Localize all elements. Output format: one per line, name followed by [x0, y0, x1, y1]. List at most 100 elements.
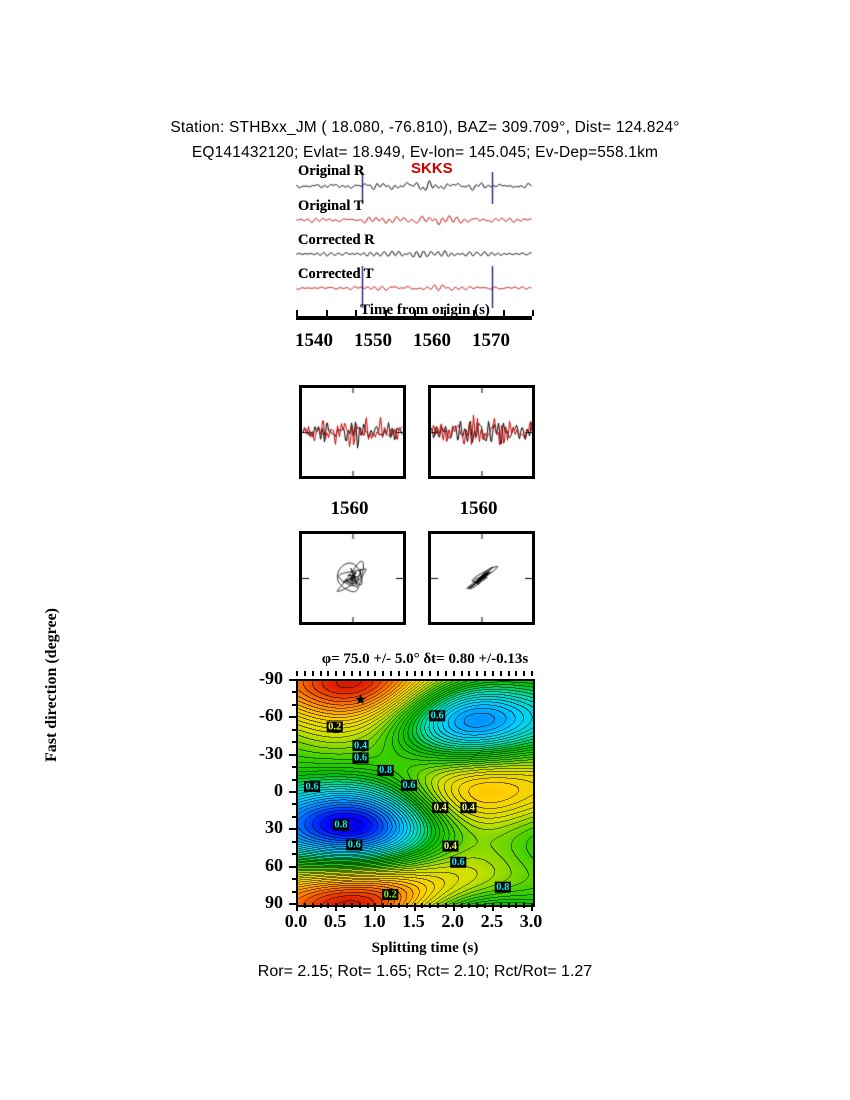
x-minor-tick [374, 903, 377, 908]
y-minor-tick [292, 741, 296, 744]
x-minor-tick [397, 903, 400, 908]
y-minor-tick [292, 716, 296, 719]
zoom-window-corrected-canvas [431, 388, 532, 476]
time-tick-label: 1570 [472, 330, 510, 351]
x-minor-tick [311, 903, 314, 908]
particle-motion-original [299, 531, 406, 625]
x-minor-tick-top [350, 671, 353, 676]
x-minor-tick [476, 903, 479, 908]
time-axis-tick [325, 310, 328, 316]
x-minor-tick [413, 903, 416, 908]
y-minor-tick [292, 679, 296, 681]
x-minor-tick-top [452, 671, 455, 676]
x-minor-tick [499, 903, 502, 908]
x-minor-tick-top [358, 671, 361, 676]
x-minor-tick-top [311, 671, 314, 676]
phase-label-skks: SKKS [411, 160, 453, 177]
y-minor-tick [292, 890, 296, 893]
x-minor-tick [343, 903, 345, 908]
y-tick-label: 30 [265, 817, 283, 838]
x-minor-tick [358, 903, 361, 908]
y-minor-tick [292, 903, 296, 905]
x-minor-tick-top [476, 671, 479, 676]
seismogram-trace-panel: Original R Original T Corrected R Correc… [296, 160, 532, 313]
time-axis-tick [443, 310, 446, 316]
y-minor-tick [292, 703, 296, 706]
y-tick-label: 90 [265, 892, 283, 912]
time-tick-label: 1540 [295, 330, 333, 351]
x-minor-tick [515, 903, 518, 908]
x-tick-label: 0.0 [284, 911, 308, 931]
time-axis-label: Time from origin (s) [360, 302, 490, 318]
event-info-line: EQ141432120; Evlat= 18.949, Ev-lon= 145.… [191, 144, 659, 161]
x-minor-tick [366, 903, 369, 908]
x-minor-tick-top [484, 671, 486, 676]
x-axis-tick-labels: 0.0 0.5 1.0 1.5 2.0 2.5 3.0 [266, 911, 566, 935]
x-minor-tick-top [421, 671, 424, 676]
error-surface-canvas [298, 681, 533, 905]
y-tick-label: 0 [274, 780, 283, 800]
x-minor-tick [296, 903, 298, 908]
x-minor-tick [452, 903, 455, 908]
x-minor-tick-top [366, 671, 369, 676]
x-minor-tick [460, 903, 463, 908]
y-minor-tick [292, 815, 296, 818]
x-minor-tick-top [397, 671, 400, 676]
zoom-window-corrected [428, 385, 535, 479]
time-axis-bar [296, 316, 532, 320]
x-minor-tick-top [413, 671, 416, 676]
x-minor-tick [484, 903, 486, 908]
y-minor-tick [292, 766, 296, 769]
x-minor-tick [444, 903, 447, 908]
station-info-line: Station: STHBxx_JM ( 18.080, -76.810), B… [170, 119, 680, 136]
trace-label-corrected-r: Corrected R [298, 232, 375, 248]
x-minor-tick-top [507, 671, 510, 676]
y-tick-label: -90 [259, 668, 283, 688]
y-minor-tick [292, 878, 296, 881]
x-minor-tick-top [429, 671, 432, 676]
x-minor-tick-top [374, 671, 377, 676]
x-minor-tick [523, 903, 526, 908]
x-minor-tick-top [390, 671, 392, 676]
x-minor-tick [421, 903, 424, 908]
x-tick-label: 1.0 [363, 911, 386, 931]
particle-motion-corrected-canvas [431, 534, 532, 622]
x-minor-tick [390, 903, 392, 908]
y-minor-tick [292, 753, 296, 756]
trace-label-corrected-t: Corrected T [298, 266, 374, 282]
trace-label-original-r: Original R [298, 163, 365, 179]
x-minor-tick [531, 903, 533, 908]
y-axis-tick-labels: 90 60 30 0 -30 -60 -90 [226, 668, 289, 912]
time-axis-tick [502, 310, 505, 316]
x-minor-tick-top [303, 671, 306, 676]
x-axis-label: Splitting time (s) [371, 940, 479, 956]
x-tick-label: 2.5 [480, 911, 504, 931]
y-minor-tick [292, 853, 296, 856]
x-minor-tick-top [343, 671, 345, 676]
x-minor-tick [491, 903, 494, 908]
y-minor-tick [292, 803, 296, 806]
x-minor-tick-top [444, 671, 447, 676]
time-axis-tick [473, 310, 475, 316]
x-minor-tick [437, 903, 439, 908]
x-minor-tick-top [335, 671, 338, 676]
x-minor-tick-top [515, 671, 518, 676]
y-minor-tick [292, 828, 296, 831]
y-minor-tick [292, 691, 296, 694]
time-axis-tick [355, 310, 357, 316]
zoom-window-label-left: 1560 [330, 498, 369, 519]
x-minor-tick-top [319, 671, 322, 676]
x-minor-tick [382, 903, 385, 908]
x-minor-tick-top [460, 671, 463, 676]
time-axis-tick [532, 310, 534, 316]
zoom-window-original-canvas [302, 388, 403, 476]
x-minor-tick [507, 903, 510, 908]
error-surface-contour-plot [296, 679, 535, 907]
y-minor-tick [292, 728, 296, 731]
x-minor-tick-top [491, 671, 494, 676]
x-minor-tick-top [327, 671, 330, 676]
time-axis-tick [384, 310, 387, 316]
x-minor-tick [319, 903, 322, 908]
y-minor-tick [292, 840, 296, 843]
